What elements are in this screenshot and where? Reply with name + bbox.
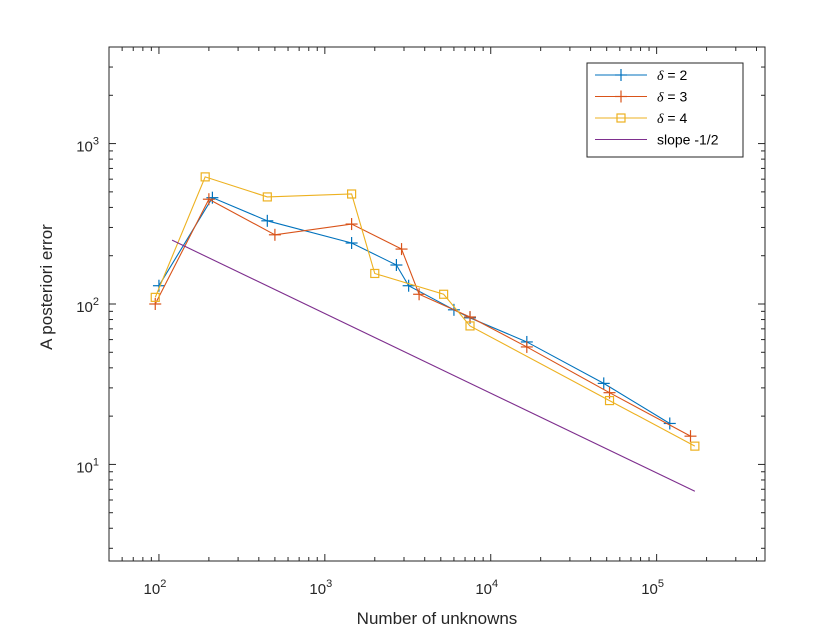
legend-marker — [615, 90, 627, 103]
legend-label: δ = 2 — [657, 67, 687, 84]
data-point — [202, 193, 215, 206]
series-line — [154, 176, 696, 447]
data-point — [200, 172, 210, 182]
series-3 — [150, 172, 700, 451]
legend-entry: δ = 4 — [595, 110, 687, 127]
legend-label: δ = 4 — [657, 110, 687, 127]
legend-symbol: δ — [657, 91, 664, 106]
data-point — [390, 259, 403, 272]
x-axis-label: Number of unknowns — [357, 609, 518, 628]
data-point — [395, 243, 408, 256]
series-line — [154, 198, 691, 437]
data-point — [402, 279, 415, 292]
y-axis-label: A posteriori error — [37, 224, 56, 350]
x-tick-exponent: 4 — [492, 578, 498, 590]
series-2 — [149, 193, 697, 443]
data-point — [261, 214, 274, 227]
legend-text: slope -1/2 — [657, 132, 719, 148]
data-point — [370, 268, 380, 279]
legend-entry: δ = 3 — [595, 89, 687, 106]
data-point — [597, 377, 610, 390]
legend-label: δ = 3 — [657, 89, 687, 106]
legend-symbol: δ — [657, 69, 664, 84]
legend-text: = 4 — [664, 110, 688, 126]
x-tick-exponent: 2 — [160, 578, 166, 590]
data-point — [149, 298, 162, 310]
data-point — [150, 292, 160, 302]
legend-marker — [615, 69, 627, 81]
data-point — [684, 430, 697, 443]
x-tick-exponent: 5 — [658, 578, 664, 590]
legend-box — [586, 62, 744, 158]
data-point — [262, 192, 272, 202]
series-1 — [152, 191, 676, 430]
data-point — [345, 218, 358, 231]
data-point — [690, 441, 700, 451]
y-tick-exponent: 2 — [93, 296, 99, 308]
y-tick-exponent: 3 — [93, 136, 99, 148]
legend-text: = 3 — [664, 89, 688, 105]
series-line — [171, 239, 696, 492]
data-point — [465, 321, 475, 331]
data-point — [439, 289, 449, 299]
series-4 — [171, 239, 696, 492]
data-point — [345, 237, 358, 250]
data-point — [413, 288, 426, 301]
legend-label: slope -1/2 — [657, 132, 719, 148]
legend-marker — [616, 113, 626, 123]
y-tick-exponent: 1 — [93, 456, 99, 468]
x-tick-exponent: 3 — [326, 578, 332, 590]
legend-entry: δ = 2 — [595, 67, 687, 84]
legend-symbol: δ — [657, 112, 664, 127]
series-layer — [149, 172, 700, 492]
legend-entry: slope -1/2 — [595, 132, 719, 148]
data-point — [604, 395, 615, 406]
data-point — [268, 228, 281, 241]
data-point — [464, 310, 477, 323]
data-point — [347, 189, 357, 199]
data-point — [520, 340, 533, 353]
legend-text: = 2 — [664, 67, 688, 83]
